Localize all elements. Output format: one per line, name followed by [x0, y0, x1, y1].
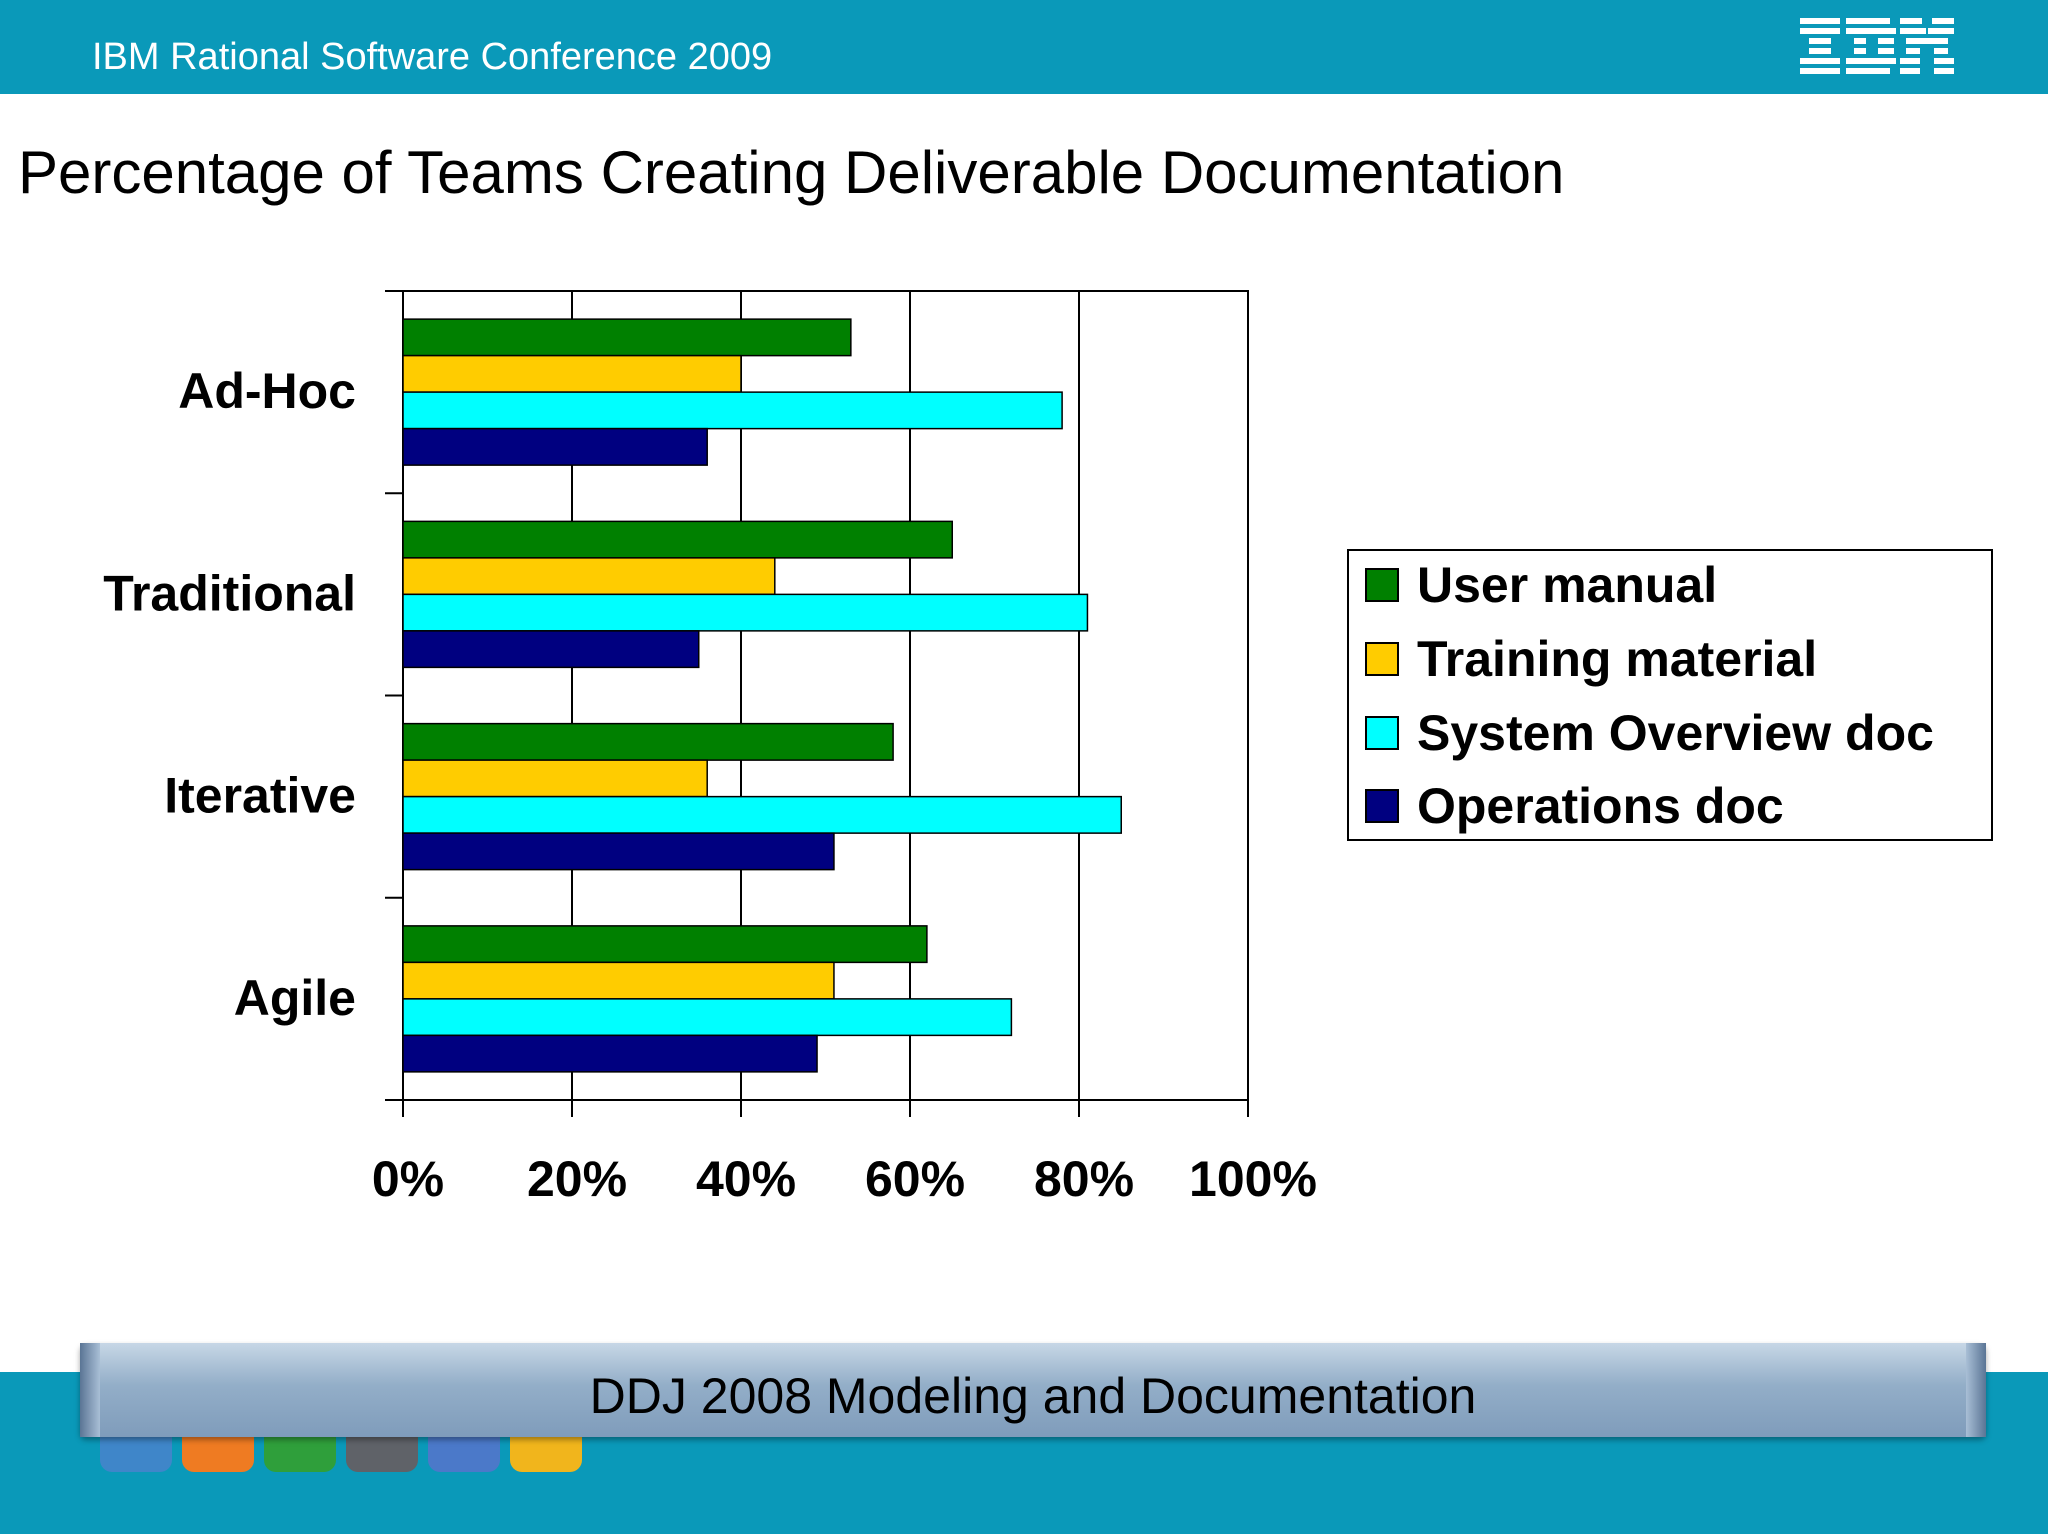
- chart-legend: User manual Training material System Ove…: [1347, 549, 1993, 841]
- legend-item-operations-doc: Operations doc: [1365, 776, 1784, 836]
- legend-label: System Overview doc: [1417, 705, 1934, 761]
- legend-item-training-material: Training material: [1365, 629, 1817, 689]
- bar: [402, 427, 708, 466]
- presenter-icon[interactable]: [182, 1430, 254, 1472]
- footer-caption-bar: DDJ 2008 Modeling and Documentation: [80, 1343, 1986, 1437]
- bar: [402, 722, 894, 761]
- apps-icon[interactable]: [100, 1430, 172, 1472]
- bar: [402, 1034, 818, 1073]
- x-tick-label: 100%: [1189, 1151, 1317, 1200]
- legend-swatch: [1365, 789, 1399, 823]
- x-tick-label: 80%: [1034, 1151, 1134, 1200]
- bar: [402, 354, 742, 393]
- speaker-icon[interactable]: [428, 1430, 500, 1472]
- bar: [402, 998, 1013, 1037]
- ibm-logo-icon: [1800, 18, 1954, 74]
- conference-title: IBM Rational Software Conference 2009: [92, 36, 773, 78]
- bar: [402, 520, 953, 559]
- legend-item-system-overview: System Overview doc: [1365, 703, 1934, 763]
- pause-icon[interactable]: [510, 1430, 582, 1472]
- bar: [402, 557, 776, 596]
- x-tick-label: 60%: [865, 1151, 965, 1200]
- folder-icon[interactable]: [346, 1430, 418, 1472]
- conference-header: IBM Rational Software Conference 2009: [0, 0, 2048, 94]
- bar: [402, 832, 835, 871]
- legend-label: User manual: [1417, 557, 1718, 613]
- category-label: Traditional: [103, 565, 356, 621]
- x-tick-label: 40%: [696, 1151, 796, 1200]
- bar: [402, 391, 1063, 430]
- book-icon[interactable]: [264, 1430, 336, 1472]
- legend-label: Operations doc: [1417, 778, 1784, 834]
- legend-swatch: [1365, 642, 1399, 676]
- bar: [402, 925, 928, 964]
- bar: [402, 630, 700, 669]
- legend-item-user-manual: User manual: [1365, 555, 1717, 615]
- slide-title: Percentage of Teams Creating Deliverable…: [18, 139, 1565, 206]
- x-tick-label: 0%: [372, 1151, 444, 1200]
- bar: [402, 759, 708, 798]
- footer-caption: DDJ 2008 Modeling and Documentation: [589, 1368, 1477, 1424]
- bar: [402, 318, 852, 357]
- category-label: Agile: [234, 970, 356, 1026]
- bar: [402, 593, 1089, 632]
- legend-swatch: [1365, 716, 1399, 750]
- bar: [402, 961, 835, 1000]
- legend-label: Training material: [1417, 631, 1818, 687]
- x-tick-label: 20%: [527, 1151, 627, 1200]
- category-label: Iterative: [164, 768, 356, 824]
- bar: [402, 795, 1122, 834]
- category-label: Ad-Hoc: [178, 363, 356, 419]
- legend-swatch: [1365, 568, 1399, 602]
- bar-chart: 0% 20% 40% 60% 80% 100% Ad-Hoc Traditional Itera…: [103, 290, 1317, 1200]
